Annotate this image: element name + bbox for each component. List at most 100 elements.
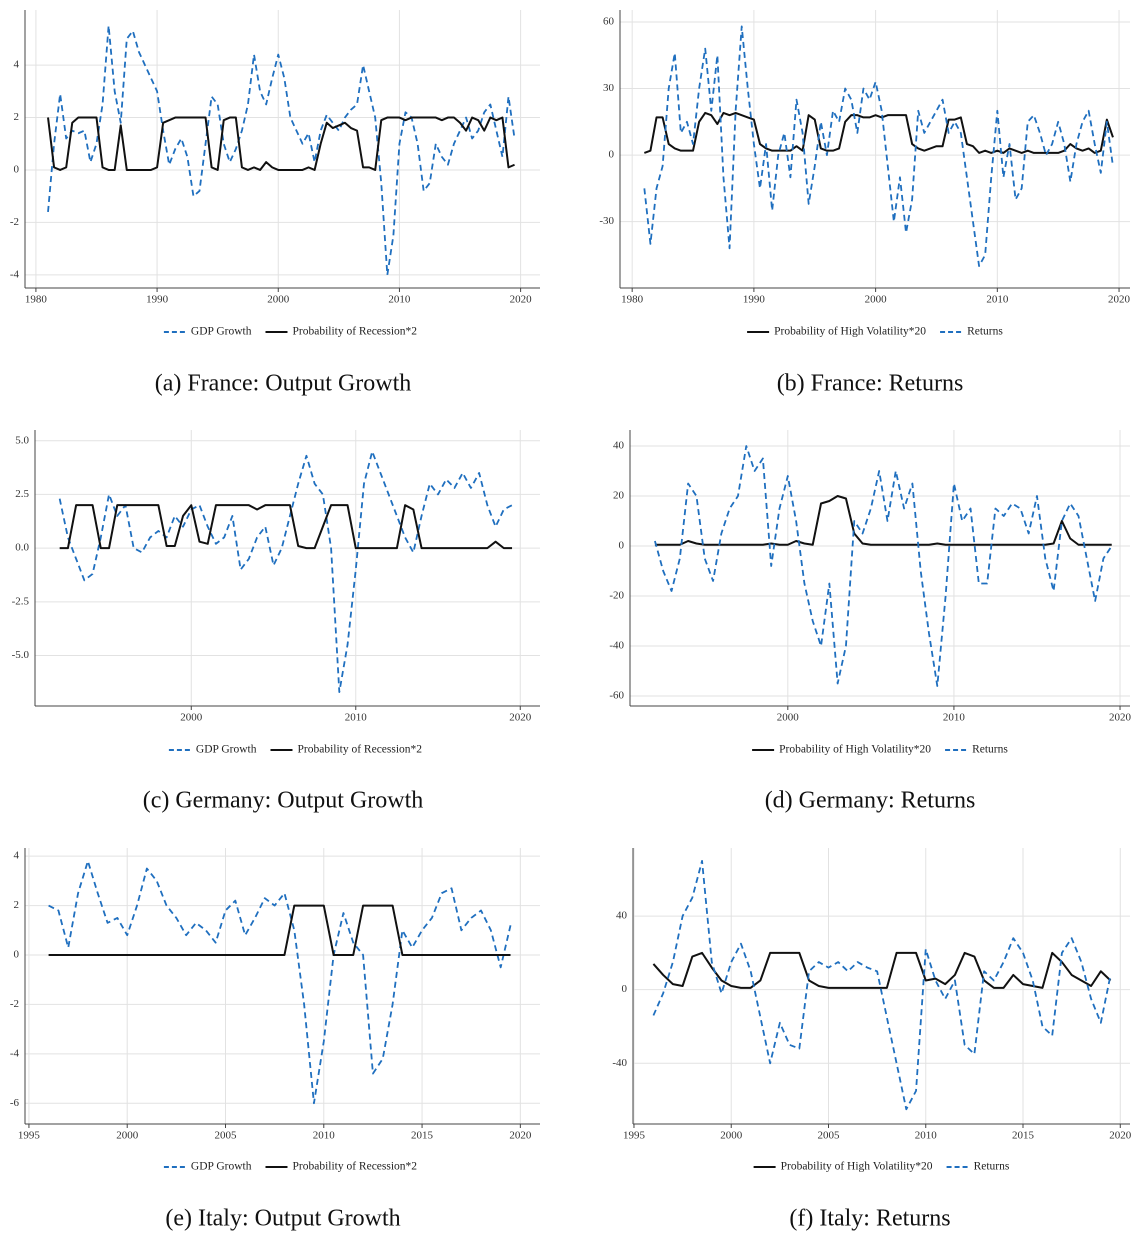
panel: -6 -4 -2 0 2 4 1995 2000 2005 2010 2015 2020 GDP Gro… [10,848,540,1232]
caption: (e) Italy: Output Growth [165,1206,400,1232]
y-tick-label: 0 [622,983,628,995]
caption: (d) Germany: Returns [765,788,976,814]
y-tick-label: -40 [612,1057,627,1069]
x-tick-label: 1990 [146,294,169,306]
y-tick-label: 20 [613,490,625,502]
y-tick-label: -2 [10,216,19,228]
legend-label: Probability of Recession*2 [292,1161,417,1173]
legend-label: Probability of Recession*2 [292,326,417,338]
y-tick-label: -6 [10,1097,20,1109]
x-tick-label: 2000 [865,294,888,306]
series-line [48,904,511,956]
legend-label: Returns [967,326,1003,338]
y-tick-label: -30 [599,215,614,227]
caption: (c) Germany: Output Growth [143,788,424,814]
legend: GDP Growth Probability of Recession*2 [163,326,417,338]
x-tick-label: 2010 [986,294,1009,306]
panel: -5.0 -2.5 0.0 2.5 5.0 2000 2010 2020 GDP Growth P… [12,430,540,814]
series-line [643,111,1114,154]
y-tick-label: 0 [14,164,20,176]
legend: Probability of High Volatility*20 Returns [753,1161,1010,1173]
y-tick-label: 2 [14,899,20,911]
x-tick-label: 2005 [817,1130,840,1142]
series-line [47,116,515,171]
x-tick-label: 2020 [1108,294,1131,306]
y-tick-label: -40 [609,640,624,652]
series-line [47,24,516,276]
y-tick-label: 40 [616,910,628,922]
y-tick-label: 4 [14,850,20,862]
series-line [48,860,512,1105]
panel: -60 -40 -20 0 20 40 2000 2010 2020 Probability of… [609,430,1131,814]
panel: -4 -2 0 2 4 1980 1990 2000 2010 2020 GDP Growth Pro… [10,10,540,397]
y-tick-label: 0 [609,149,615,161]
y-tick-label: 0.0 [15,542,29,554]
y-tick-label: 4 [14,59,20,71]
x-tick-label: 2000 [116,1130,139,1142]
x-tick-label: 1995 [18,1130,41,1142]
series-line [654,445,1113,687]
x-tick-label: 2000 [267,294,290,306]
x-tick-label: 1995 [623,1130,646,1142]
legend-label: GDP Growth [191,1161,252,1173]
series-line [652,951,1112,989]
legend-label: Probability of Recession*2 [297,744,422,756]
y-tick-label: 2 [14,111,20,123]
x-tick-label: 2015 [1012,1130,1035,1142]
x-tick-label: 2010 [915,1130,938,1142]
legend-label: Returns [972,744,1008,756]
x-tick-label: 1980 [621,294,644,306]
x-tick-label: 2020 [1109,1130,1131,1142]
legend-label: GDP Growth [196,744,257,756]
legend-label: Probability of High Volatility*20 [781,1161,933,1173]
y-tick-label: -60 [609,690,624,702]
legend: GDP Growth Probability of Recession*2 [163,1161,417,1173]
x-tick-label: 2000 [777,712,800,724]
y-tick-label: -5.0 [12,649,30,661]
y-tick-label: -4 [10,268,20,280]
x-tick-label: 2010 [345,712,368,724]
caption: (b) France: Returns [777,371,964,397]
panel: -30 0 30 60 1980 1990 2000 2010 2020 Probability … [599,10,1131,397]
y-tick-label: 0 [14,949,20,961]
x-tick-label: 2000 [180,712,203,724]
y-tick-label: -2 [10,998,19,1010]
y-tick-label: -2.5 [12,595,30,607]
y-tick-label: -20 [609,590,624,602]
legend: Probability of High Volatility*20 Returns [752,744,1008,756]
x-tick-label: 2015 [411,1130,434,1142]
x-tick-label: 2020 [510,294,533,306]
series-line [652,859,1112,1111]
y-tick-label: -4 [10,1047,20,1059]
caption: (f) Italy: Returns [789,1206,950,1232]
legend: GDP Growth Probability of Recession*2 [168,744,422,756]
legend-label: GDP Growth [191,326,252,338]
panel: -40 0 40 1995 2000 2005 2010 2015 2020 Probabilit… [612,848,1131,1232]
series-line [58,450,513,693]
x-tick-label: 2010 [313,1130,336,1142]
y-tick-label: 2.5 [15,488,29,500]
y-tick-label: 0 [619,540,625,552]
y-tick-label: 5.0 [15,434,29,446]
series-line [643,25,1114,267]
y-tick-label: 60 [603,16,615,28]
x-tick-label: 2000 [720,1130,743,1142]
x-tick-label: 2005 [214,1130,237,1142]
series-line [654,495,1112,546]
y-tick-label: 30 [603,82,615,94]
legend-label: Probability of High Volatility*20 [779,744,931,756]
x-tick-label: 2020 [509,1130,532,1142]
y-tick-label: 40 [613,440,625,452]
x-tick-label: 2010 [943,712,966,724]
caption: (a) France: Output Growth [155,371,412,397]
legend-label: Returns [974,1161,1010,1173]
legend: Probability of High Volatility*20 Returns [747,326,1003,338]
x-tick-label: 1980 [25,294,48,306]
x-tick-label: 1990 [743,294,766,306]
series-line [59,504,513,550]
x-tick-label: 2010 [388,294,411,306]
x-tick-label: 2020 [509,712,532,724]
legend-label: Probability of High Volatility*20 [774,326,926,338]
x-tick-label: 2020 [1109,712,1131,724]
